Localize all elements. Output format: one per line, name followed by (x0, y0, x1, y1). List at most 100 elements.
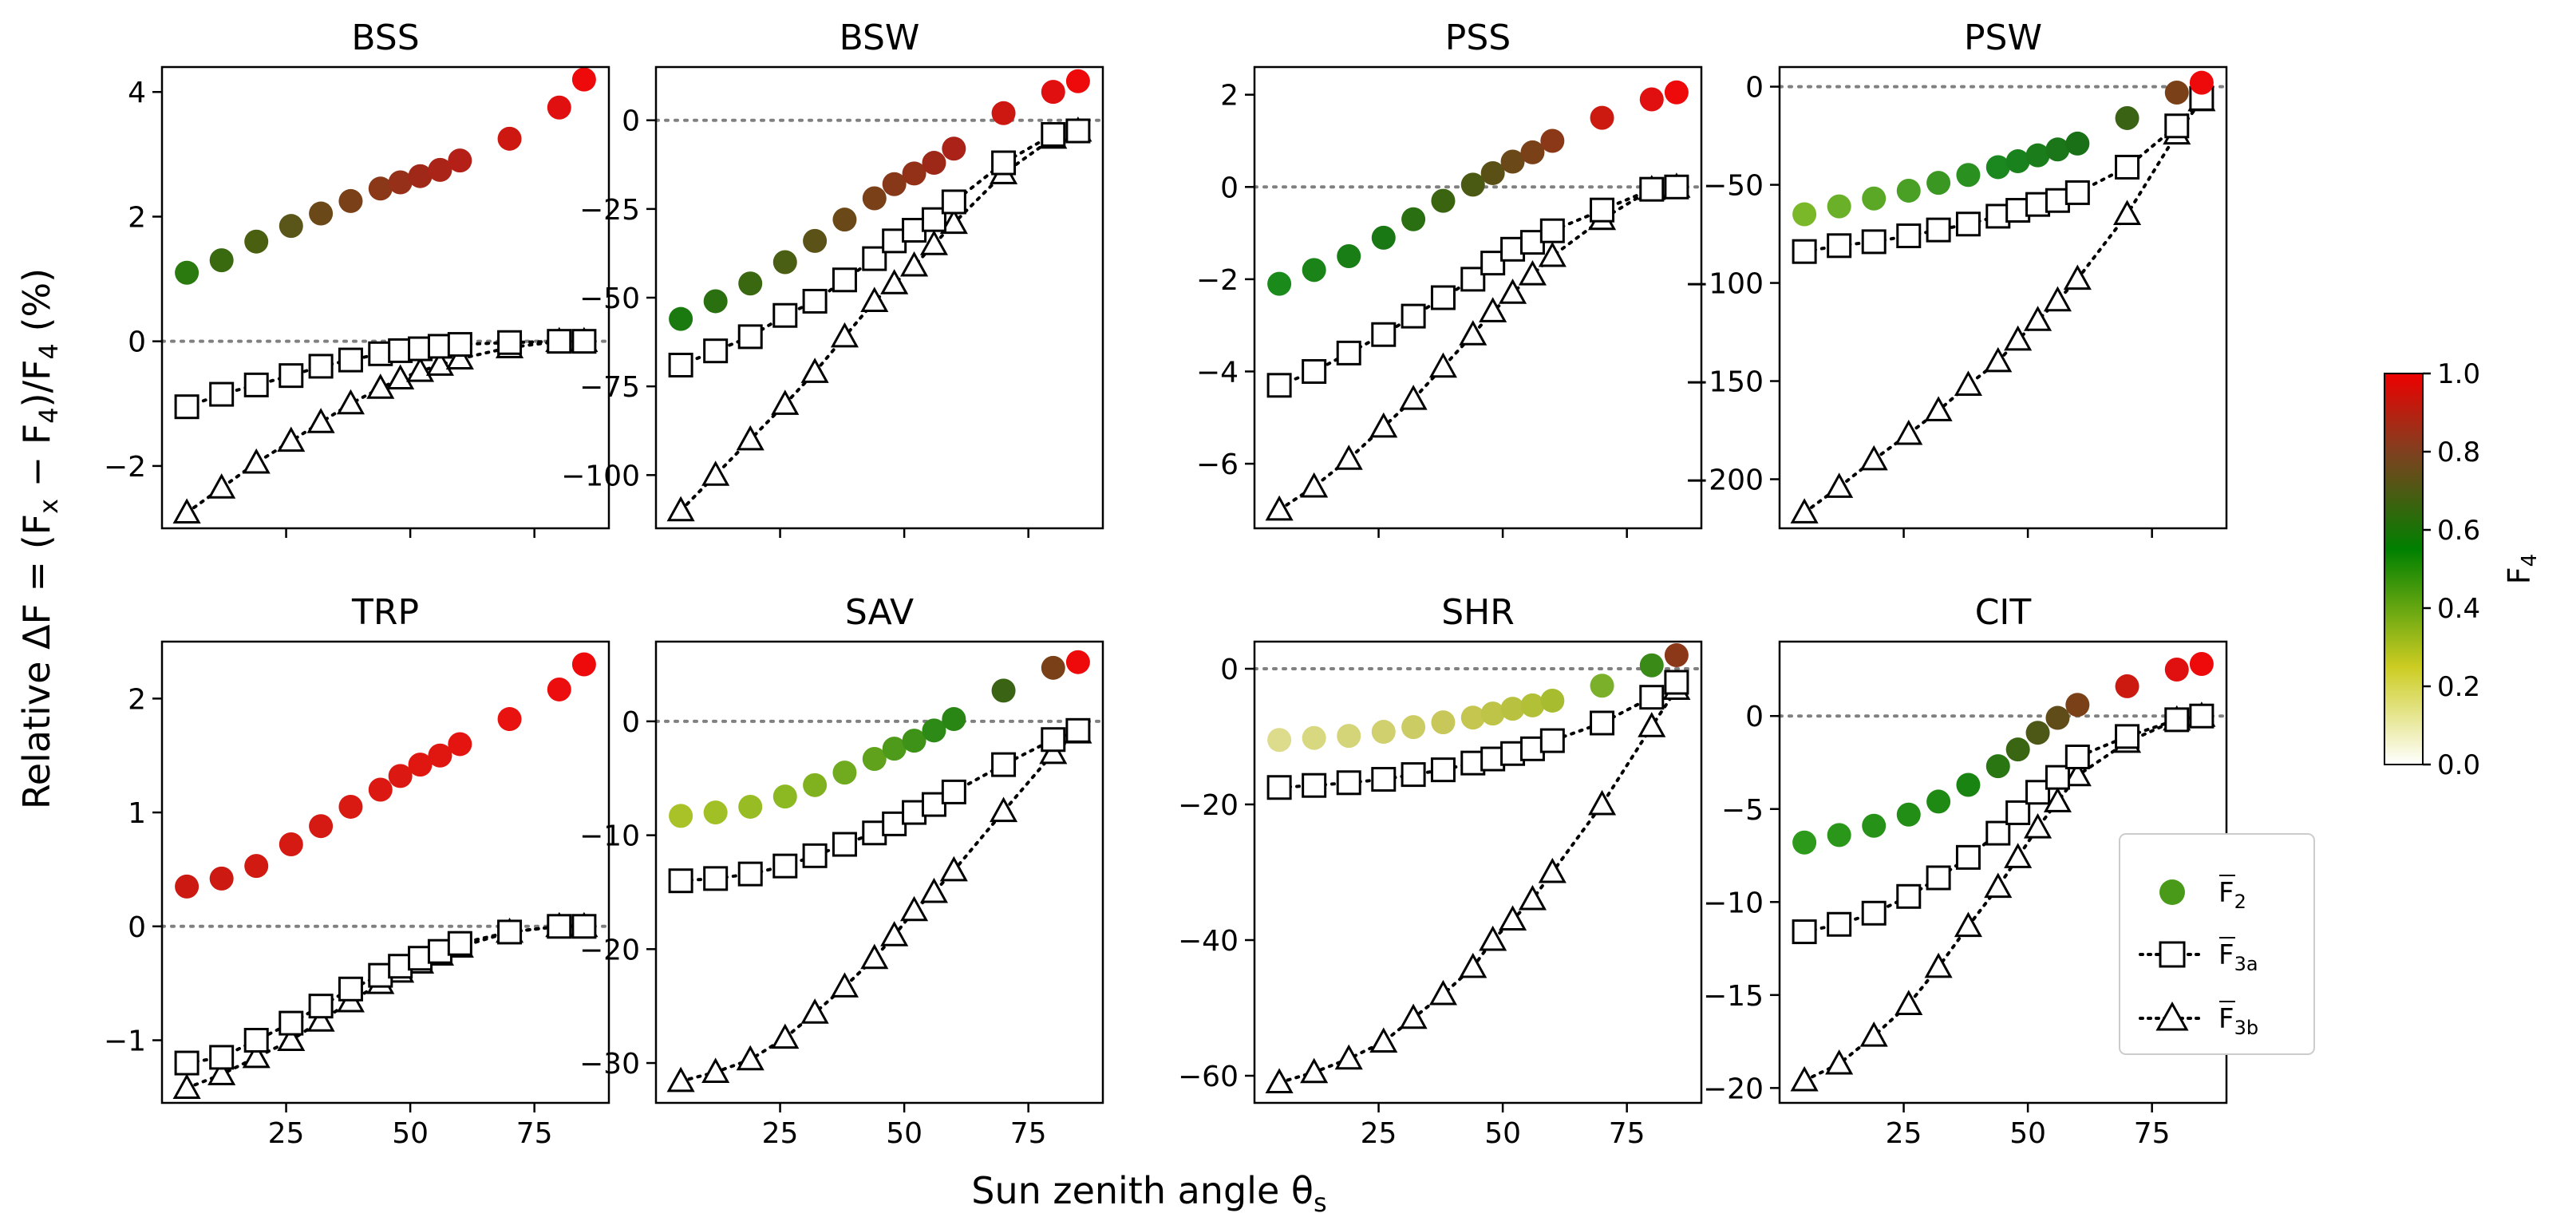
point-f2 (1896, 178, 1921, 203)
point-f3a (832, 267, 857, 293)
point-f3a (1065, 118, 1091, 144)
point-f2 (882, 737, 907, 761)
point-f3b (666, 1066, 695, 1093)
y-tick-label: −20 (1178, 789, 1239, 822)
panels: BSS−2024BSW−100−75−50−250PSS−6−4−202PSW−… (104, 18, 2228, 1150)
point-f3a (1460, 267, 1486, 292)
point-f2 (703, 289, 728, 314)
point-f3b (1984, 346, 2013, 373)
panel-cit: CIT −20 −15 −10 −5 0 25 50 75 (1703, 592, 2228, 1150)
y-tick-label: 0 (622, 706, 640, 739)
point-f3a (1955, 211, 1981, 237)
point-f2 (1540, 128, 1565, 153)
point-f3a (1460, 750, 1486, 776)
point-f3a (737, 861, 763, 887)
point-f2 (1792, 830, 1817, 855)
legend-marker-f2 (2159, 879, 2185, 905)
x-tick-label: 75 (1010, 1117, 1047, 1150)
point-f3b (406, 357, 435, 382)
legend-label-f3a: F3a (2218, 939, 2258, 975)
point-f3a (209, 1045, 235, 1070)
panel-title: PSS (1445, 18, 1511, 58)
point-f3a (338, 976, 363, 1002)
point-f3a (703, 866, 729, 891)
point-f2 (1431, 188, 1456, 213)
point-f3a (279, 363, 304, 389)
point-f2 (1302, 258, 1326, 283)
point-f2 (738, 271, 763, 296)
point-f2 (1041, 80, 1065, 105)
point-f3b (1638, 712, 1666, 737)
panel-trp: TRP −1 0 1 2 25 50 75 (104, 592, 610, 1150)
x-tick-label: 50 (1484, 1117, 1521, 1150)
point-f3b (2024, 812, 2053, 839)
point-f2 (1267, 271, 1292, 296)
point-f3a (802, 288, 828, 314)
y-tick-label: −150 (1685, 366, 1764, 399)
point-f2 (1639, 653, 1664, 678)
point-f2 (244, 229, 269, 254)
point-f3a (1792, 239, 1817, 264)
point-f3a (1590, 197, 1615, 223)
colorbar-tick-label: 0.8 (2437, 437, 2480, 468)
point-f3a (2164, 707, 2190, 733)
point-f3b (1518, 884, 1547, 911)
point-f2 (1065, 650, 1090, 674)
series-line-f3b (679, 731, 1080, 1083)
y-tick-label: −200 (1685, 464, 1764, 497)
point-f3b (2024, 306, 2053, 331)
point-f3a (2115, 154, 2140, 180)
point-f2 (922, 718, 946, 743)
point-f2 (772, 250, 797, 275)
point-f3b (306, 1006, 335, 1032)
point-f2 (2065, 131, 2090, 156)
point-f2 (547, 95, 571, 120)
point-f3a (2189, 703, 2214, 729)
point-f3a (991, 150, 1017, 176)
panel-bsw: BSW −100 −75 −50 −25 0 (561, 18, 1104, 538)
point-f2 (2045, 137, 2070, 162)
point-f3a (1519, 736, 1545, 761)
point-f2 (279, 214, 303, 239)
point-f3a (1955, 844, 1981, 870)
point-f2 (279, 832, 303, 857)
point-f3b (1369, 1027, 1398, 1053)
y-tick-label: 2 (128, 201, 146, 234)
panel-title: SAV (845, 592, 914, 633)
point-f2 (738, 794, 763, 819)
point-f2 (902, 161, 926, 186)
point-f3b (860, 286, 889, 312)
point-f3a (882, 811, 907, 836)
point-f3b (900, 895, 929, 922)
point-f3b (172, 498, 201, 524)
point-f3b (939, 208, 968, 235)
point-f3b (306, 408, 335, 433)
point-f2 (1896, 802, 1921, 827)
point-f2 (803, 772, 828, 797)
y-tick-label: 2 (128, 683, 146, 716)
point-f3a (1539, 728, 1565, 753)
point-f3b (1790, 1065, 1819, 1092)
y-tick-label: −6 (1196, 448, 1239, 481)
point-f3a (921, 792, 946, 817)
point-f3b (1538, 857, 1567, 883)
panel-title: TRP (351, 592, 419, 633)
point-f2 (338, 188, 363, 213)
panel-bss: BSS −2 0 2 4 (104, 18, 610, 538)
y-tick-label: 0 (128, 326, 146, 359)
point-f3a (1041, 727, 1066, 753)
point-f3a (1590, 710, 1615, 736)
panel-title: SHR (1441, 592, 1515, 633)
point-f2 (1460, 172, 1485, 197)
panel-shr: SHR −60 −40 −20 0 25 50 75 (1178, 592, 1703, 1150)
colorbar-tick-label: 0.2 (2437, 671, 2480, 703)
y-tick-label: −10 (1703, 887, 1764, 919)
legend: F2 F3a F3b (2119, 833, 2315, 1055)
y-tick-label: 2 (1220, 80, 1239, 113)
point-f2 (1956, 163, 1981, 188)
point-f3a (1302, 358, 1327, 384)
y-tick-label: −75 (579, 371, 640, 404)
point-f3b (242, 448, 271, 474)
point-f3a (1827, 233, 1852, 259)
